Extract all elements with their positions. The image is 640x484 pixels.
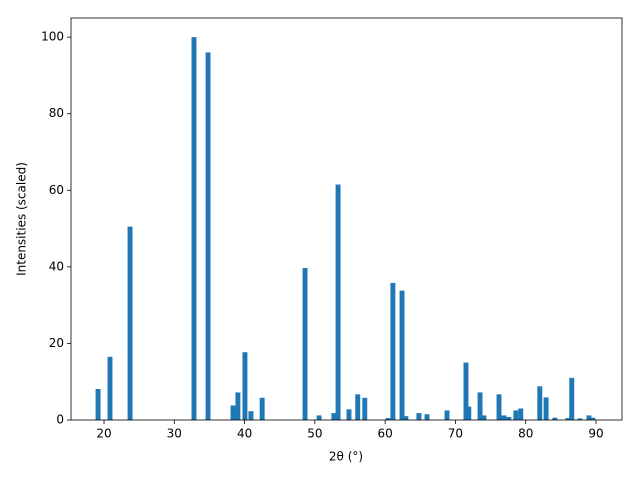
bar xyxy=(577,418,583,420)
x-tick-label: 40 xyxy=(237,427,252,441)
bar xyxy=(331,413,337,420)
y-tick-label: 60 xyxy=(49,183,64,197)
plot-frame xyxy=(70,17,623,421)
bar xyxy=(191,37,197,421)
bar xyxy=(552,417,558,420)
bar xyxy=(390,282,396,420)
y-tick-label: 40 xyxy=(49,259,64,273)
bar xyxy=(543,397,549,420)
bar xyxy=(501,415,507,420)
bar xyxy=(235,392,241,420)
x-tick-label: 80 xyxy=(518,427,533,441)
y-tick-label: 100 xyxy=(41,30,64,44)
bar xyxy=(463,362,469,420)
bar xyxy=(496,394,502,420)
x-tick-label: 50 xyxy=(307,427,322,441)
bar xyxy=(518,408,524,420)
x-tick-label: 30 xyxy=(167,427,182,441)
bar xyxy=(399,290,405,420)
bar xyxy=(466,406,472,420)
bar xyxy=(248,411,254,420)
bar xyxy=(259,397,265,420)
bar xyxy=(513,410,519,420)
bar xyxy=(403,416,409,420)
bar xyxy=(481,415,487,420)
bar xyxy=(506,416,512,420)
bar xyxy=(242,352,248,420)
bar xyxy=(335,184,341,420)
bar xyxy=(346,409,352,420)
x-tick-label: 60 xyxy=(378,427,393,441)
x-tick-label: 20 xyxy=(96,427,111,441)
bar xyxy=(424,414,430,420)
bar xyxy=(569,377,575,420)
bar xyxy=(416,413,422,420)
bar xyxy=(107,356,113,420)
bar xyxy=(362,397,368,420)
y-tick-label: 0 xyxy=(56,413,64,427)
bar xyxy=(537,386,543,420)
bar xyxy=(565,418,571,420)
bar xyxy=(95,388,101,420)
bar xyxy=(590,417,596,420)
bar xyxy=(230,405,236,420)
bar xyxy=(316,415,322,420)
x-axis-label: 2θ (°) xyxy=(329,450,363,464)
bar xyxy=(444,410,450,420)
bar xyxy=(355,394,361,420)
x-tick-label: 90 xyxy=(588,427,603,441)
bar xyxy=(477,392,483,420)
y-axis-label: Intensities (scaled) xyxy=(15,162,29,276)
bar xyxy=(385,418,391,420)
y-tick-label: 20 xyxy=(49,336,64,350)
bar xyxy=(302,268,308,420)
bar xyxy=(127,226,133,420)
bar xyxy=(205,52,211,420)
y-tick-label: 80 xyxy=(49,106,64,120)
x-tick-label: 70 xyxy=(448,427,463,441)
bar xyxy=(586,415,592,420)
